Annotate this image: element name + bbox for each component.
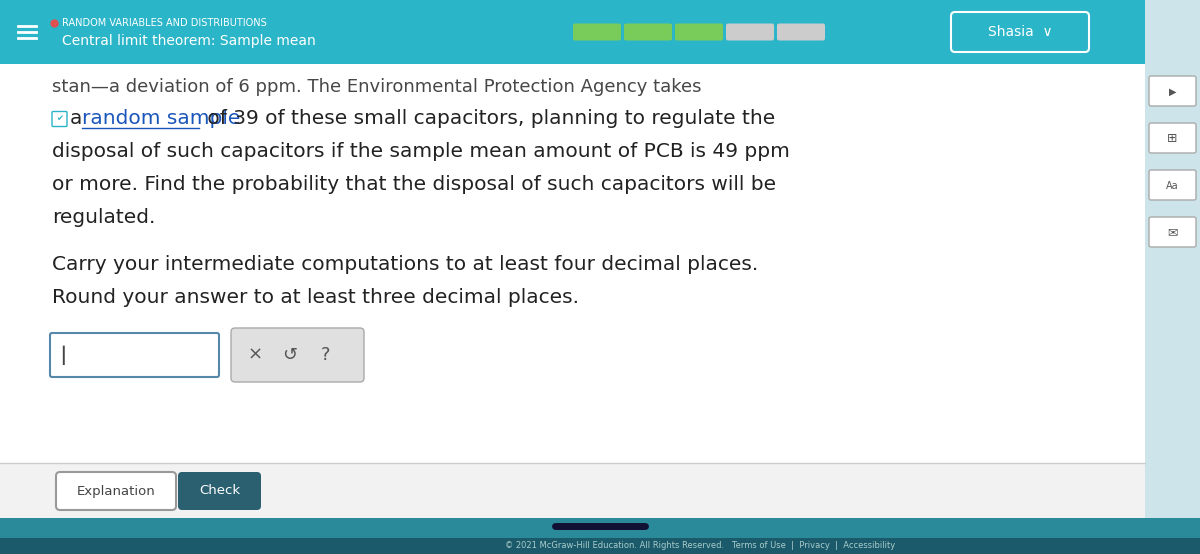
Text: © 2021 McGraw-Hill Education. All Rights Reserved.   Terms of Use  |  Privacy  |: © 2021 McGraw-Hill Education. All Rights… bbox=[505, 541, 895, 550]
FancyBboxPatch shape bbox=[230, 328, 364, 382]
FancyBboxPatch shape bbox=[674, 23, 722, 40]
Text: or more. Find the probability that the disposal of such capacitors will be: or more. Find the probability that the d… bbox=[52, 175, 776, 194]
FancyBboxPatch shape bbox=[178, 472, 262, 510]
Text: Shasia  ∨: Shasia ∨ bbox=[988, 25, 1052, 39]
Text: Carry your intermediate computations to at least four decimal places.: Carry your intermediate computations to … bbox=[52, 255, 758, 274]
FancyBboxPatch shape bbox=[1150, 76, 1196, 106]
Text: ✔: ✔ bbox=[56, 115, 64, 124]
Text: disposal of such capacitors if the sample mean amount of PCB is 49 ppm: disposal of such capacitors if the sampl… bbox=[52, 142, 790, 161]
FancyBboxPatch shape bbox=[726, 23, 774, 40]
Text: ▶: ▶ bbox=[1169, 87, 1176, 97]
FancyBboxPatch shape bbox=[0, 518, 1200, 554]
Text: stan—a deviation of 6 ppm. The Environmental Protection Agency takes: stan—a deviation of 6 ppm. The Environme… bbox=[52, 78, 702, 96]
FancyBboxPatch shape bbox=[0, 463, 1145, 518]
FancyBboxPatch shape bbox=[1150, 123, 1196, 153]
Text: RANDOM VARIABLES AND DISTRIBUTIONS: RANDOM VARIABLES AND DISTRIBUTIONS bbox=[62, 18, 266, 28]
FancyBboxPatch shape bbox=[0, 64, 1145, 554]
FancyBboxPatch shape bbox=[52, 111, 67, 126]
FancyBboxPatch shape bbox=[0, 538, 1200, 554]
Text: of 39 of these small capacitors, planning to regulate the: of 39 of these small capacitors, plannin… bbox=[202, 109, 775, 128]
FancyBboxPatch shape bbox=[778, 23, 826, 40]
FancyBboxPatch shape bbox=[56, 472, 176, 510]
FancyBboxPatch shape bbox=[952, 12, 1090, 52]
Text: Central limit theorem: Sample mean: Central limit theorem: Sample mean bbox=[62, 34, 316, 48]
Text: ↺: ↺ bbox=[282, 346, 298, 364]
Text: Check: Check bbox=[199, 485, 240, 497]
Text: ×: × bbox=[247, 346, 263, 364]
FancyBboxPatch shape bbox=[0, 0, 1145, 64]
Text: ✉: ✉ bbox=[1168, 227, 1177, 239]
Text: random sample: random sample bbox=[82, 109, 240, 128]
Text: ▏: ▏ bbox=[62, 345, 77, 365]
Text: ⊞: ⊞ bbox=[1168, 132, 1177, 146]
Text: Round your answer to at least three decimal places.: Round your answer to at least three deci… bbox=[52, 288, 580, 307]
FancyBboxPatch shape bbox=[1150, 217, 1196, 247]
Text: Aa: Aa bbox=[1166, 181, 1178, 191]
FancyBboxPatch shape bbox=[50, 333, 220, 377]
Text: regulated.: regulated. bbox=[52, 208, 155, 227]
Text: ?: ? bbox=[320, 346, 330, 364]
FancyBboxPatch shape bbox=[1145, 0, 1200, 554]
FancyBboxPatch shape bbox=[624, 23, 672, 40]
Text: a: a bbox=[70, 109, 89, 128]
FancyBboxPatch shape bbox=[574, 23, 622, 40]
FancyBboxPatch shape bbox=[1150, 170, 1196, 200]
Text: Explanation: Explanation bbox=[77, 485, 155, 497]
